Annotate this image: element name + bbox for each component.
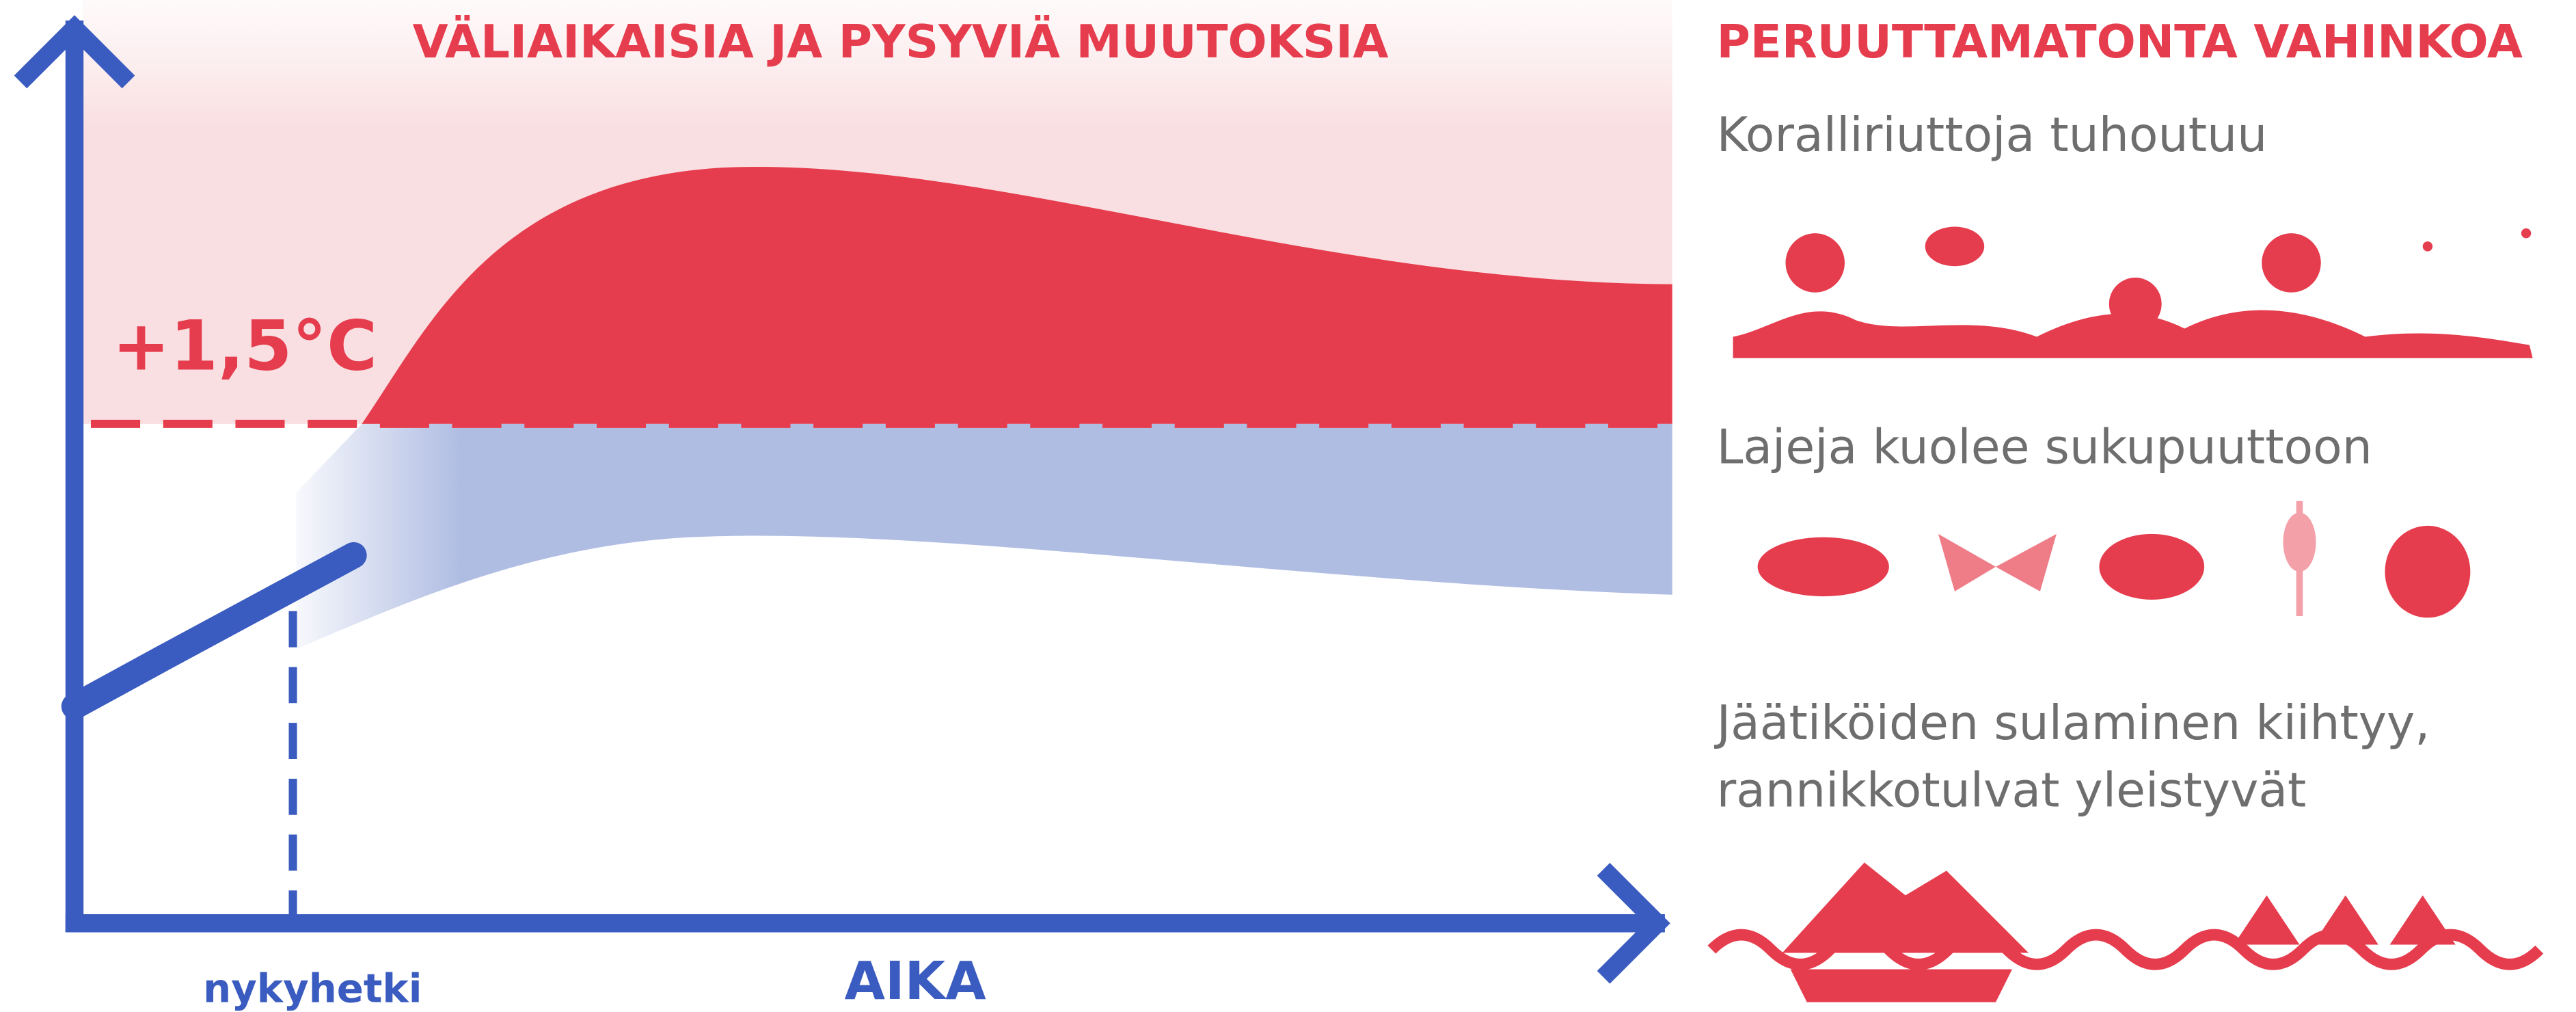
axes: [14, 15, 1670, 984]
panel-title: PERUUTTAMATONTA VAHINKOA: [1717, 15, 2523, 68]
chart-title: VÄLIAIKAISIA JA PYSYVIÄ MUUTOKSIA: [413, 14, 1389, 68]
temperature-line: [61, 542, 367, 720]
overshoot-area: [362, 166, 1672, 424]
x-axis-label: AIKA: [845, 951, 987, 1012]
item-text: Lajeja kuolee sukupuuttoon: [1717, 420, 2372, 475]
now-label: nykyhetki: [203, 966, 422, 1012]
coral-icon: [1733, 226, 2533, 358]
species-icons: [1757, 501, 2471, 618]
threshold-label: +1,5°C: [112, 306, 377, 386]
item-text: Jäätiköiden sulaminen kiihtyy,: [1714, 695, 2430, 751]
item-text: Koralliriuttoja tuhoutuu: [1717, 107, 2268, 163]
uncertainty-band: [296, 423, 1672, 650]
flood-icons: [1707, 862, 2544, 1002]
item-text: rannikkotulvat yleistyvät: [1717, 763, 2307, 818]
